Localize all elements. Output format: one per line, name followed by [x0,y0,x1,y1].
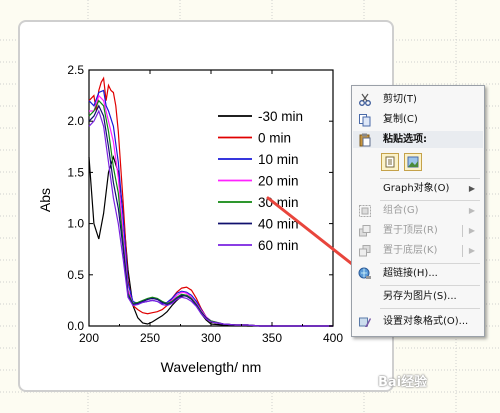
submenu-arrow-icon: ▶ [468,206,475,215]
menu-item-label: 粘贴选项: [383,134,427,145]
paste-option-picture-button[interactable] [404,153,422,171]
menu-separator [380,285,480,286]
absorbance-chart[interactable]: 200 250 300 350 400 0.0 0.5 1.0 1.5 2.0 2.5 -30 mi… [18,20,394,392]
paste-document-icon [385,156,395,168]
menu-item-label: 设置对象格式(O)... [383,316,469,327]
menu-separator [380,263,480,264]
menu-item-format-object[interactable]: 设置对象格式(O)... [353,312,483,332]
copy-icon [359,114,371,127]
paste-options-header: 粘贴选项: [353,131,483,148]
x-axis-label: Wavelength/ nm [161,359,262,375]
scissors-icon [359,93,371,106]
legend-label-5: 40 min [258,217,299,232]
menu-item-hyperlink[interactable]: 超链接(H)... [353,264,483,284]
legend-label-0: -30 min [258,109,303,124]
submenu-arrow-icon: ▶ [468,246,475,255]
split-divider [462,245,463,257]
menu-item-cut[interactable]: 剪切(T) [353,90,483,110]
menu-separator [380,200,480,201]
y-tick-label: 0.0 [67,319,84,333]
send-back-icon [359,245,371,257]
menu-item-label: 置于顶层(R) [383,225,438,236]
menu-item-bring-to-front[interactable]: 置于顶层(R) ▶ [353,221,483,241]
format-object-icon [359,317,371,327]
submenu-arrow-icon: ▶ [468,226,475,235]
menu-item-label: 剪切(T) [383,94,417,105]
legend-label-1: 0 min [258,131,291,146]
y-tick-label: 1.0 [67,217,84,231]
paste-icon [359,133,371,147]
watermark: Bai经验 [378,375,428,390]
context-menu: 剪切(T) 复制(C) 粘贴选项: Graph对象(O) ▶ [351,85,485,337]
menu-separator [380,178,480,179]
y-tick-label: 2.0 [67,114,84,128]
menu-item-label: 置于底层(K) [383,245,438,256]
legend-label-3: 20 min [258,174,299,189]
x-tick-label: 300 [201,331,221,345]
y-tick-label: 2.5 [67,63,84,77]
x-tick-label: 200 [79,331,99,345]
x-tick-label: 350 [262,331,282,345]
y-tick-label: 1.5 [67,165,84,179]
bring-front-icon [359,225,371,237]
y-axis-label: Abs [37,188,53,212]
menu-separator [380,308,480,309]
paste-picture-icon [407,156,419,168]
split-divider [462,225,463,237]
y-tick-label: 0.5 [67,268,84,282]
menu-item-label: Graph对象(O) [383,183,450,194]
menu-item-group[interactable]: 组合(G) ▶ [353,201,483,221]
group-icon [359,205,371,217]
paste-option-keep-format-button[interactable] [381,153,399,171]
legend-label-6: 60 min [258,238,299,253]
menu-item-label: 组合(G) [383,205,419,216]
x-tick-label: 400 [323,331,343,345]
axis-layer: 200 250 300 350 400 0.0 0.5 1.0 1.5 2.0 2.5 [67,63,343,345]
menu-item-label: 超链接(H)... [383,268,438,279]
x-tick-label: 250 [140,331,160,345]
menu-item-label: 复制(C) [383,114,418,125]
graph-object-frame[interactable] [18,20,394,392]
menu-item-graph-object[interactable]: Graph对象(O) ▶ [353,179,483,199]
hyperlink-icon [358,267,371,279]
menu-item-save-as-picture[interactable]: 另存为图片(S)... [353,287,483,307]
menu-item-send-to-back[interactable]: 置于底层(K) ▶ [353,241,483,261]
legend-label-2: 10 min [258,152,299,167]
menu-item-label: 另存为图片(S)... [383,291,457,302]
menu-item-copy[interactable]: 复制(C) [353,110,483,130]
submenu-arrow-icon: ▶ [468,184,475,193]
